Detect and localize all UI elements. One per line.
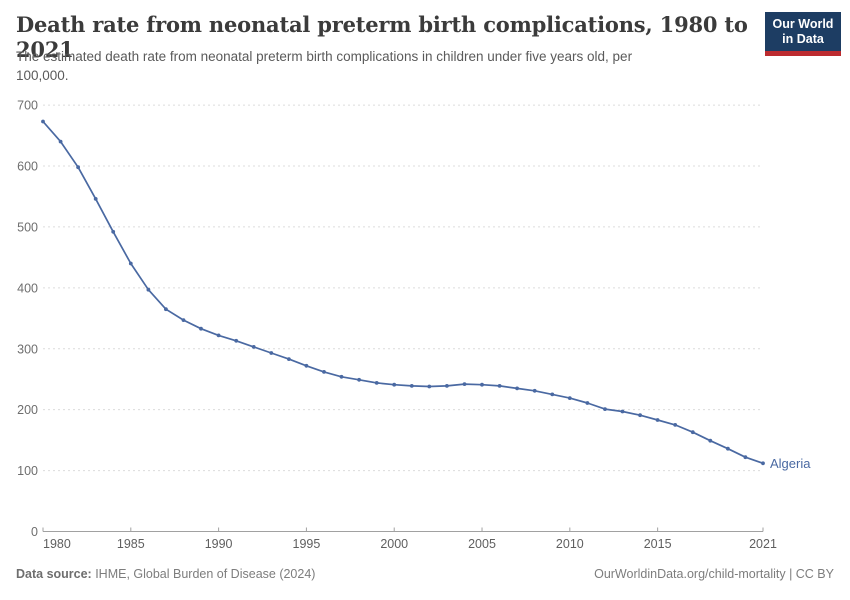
y-tick-label-300: 300 bbox=[17, 342, 38, 356]
x-tick-label-2010: 2010 bbox=[556, 537, 584, 551]
data-point[interactable] bbox=[743, 455, 748, 460]
series-end-label: Algeria bbox=[770, 456, 811, 471]
x-tick-label-1995: 1995 bbox=[293, 537, 321, 551]
chart-subtitle: The estimated death rate from neonatal p… bbox=[16, 48, 756, 85]
page-title: Death rate from neonatal preterm birth c… bbox=[16, 12, 748, 62]
data-point[interactable] bbox=[638, 413, 642, 418]
y-tick-label-600: 600 bbox=[17, 160, 38, 174]
y-tick-label-0: 0 bbox=[31, 525, 38, 539]
data-point[interactable] bbox=[199, 326, 203, 331]
x-tick-label-2021: 2021 bbox=[749, 537, 777, 551]
data-point[interactable] bbox=[269, 351, 274, 355]
data-point[interactable] bbox=[76, 165, 80, 170]
data-point[interactable] bbox=[673, 423, 678, 427]
x-tick-label-2000: 2000 bbox=[380, 537, 408, 551]
x-tick-label-1980: 1980 bbox=[43, 537, 71, 551]
data-point[interactable] bbox=[427, 384, 432, 389]
data-point[interactable] bbox=[708, 438, 713, 443]
data-source-text: IHME, Global Burden of Disease (2024) bbox=[91, 567, 316, 581]
data-point[interactable] bbox=[462, 382, 467, 386]
credit-link: OurWorldinData.org/child-mortality | CC … bbox=[594, 567, 834, 581]
data-point[interactable] bbox=[567, 396, 572, 400]
data-point[interactable] bbox=[128, 261, 133, 266]
data-point[interactable] bbox=[111, 229, 116, 234]
data-point[interactable] bbox=[532, 388, 537, 393]
data-point[interactable] bbox=[146, 287, 151, 292]
data-point[interactable] bbox=[93, 197, 98, 201]
data-point[interactable] bbox=[41, 119, 45, 124]
data-source-note: Data source: IHME, Global Burden of Dise… bbox=[16, 567, 315, 581]
data-point[interactable] bbox=[550, 392, 555, 397]
data-point[interactable] bbox=[181, 318, 186, 322]
data-point[interactable] bbox=[585, 401, 590, 405]
logo-line-1: Our World bbox=[772, 17, 834, 31]
data-point[interactable] bbox=[515, 386, 519, 391]
y-tick-label-200: 200 bbox=[17, 403, 38, 417]
data-point[interactable] bbox=[480, 382, 484, 387]
data-point[interactable] bbox=[726, 446, 730, 451]
owid-logo-text: Our World in Data bbox=[765, 12, 841, 51]
logo-line-2: in Data bbox=[782, 32, 824, 46]
data-point[interactable] bbox=[251, 345, 256, 349]
y-tick-label-400: 400 bbox=[17, 281, 38, 295]
y-tick-label-500: 500 bbox=[17, 220, 38, 234]
y-tick-label-700: 700 bbox=[17, 99, 38, 113]
series-algeria[interactable]: Algeria bbox=[41, 119, 811, 471]
x-tick-label-2005: 2005 bbox=[468, 537, 496, 551]
data-point[interactable] bbox=[58, 139, 63, 144]
y-axis-labels: 0 100 200 300 400 500 600 700 bbox=[17, 99, 38, 539]
x-tick-label-1990: 1990 bbox=[205, 537, 233, 551]
data-point[interactable] bbox=[409, 384, 414, 388]
data-point[interactable] bbox=[690, 430, 695, 435]
subtitle-line-1: The estimated death rate from neonatal p… bbox=[16, 49, 633, 64]
data-point[interactable] bbox=[339, 374, 344, 379]
data-point[interactable] bbox=[164, 307, 168, 312]
data-source-label: Data source: bbox=[16, 567, 92, 581]
series-line-algeria[interactable] bbox=[42, 120, 764, 465]
data-point[interactable] bbox=[304, 363, 309, 368]
subtitle-line-2: 100,000. bbox=[16, 67, 69, 83]
owid-logo[interactable]: Our World in Data bbox=[765, 12, 841, 56]
data-point[interactable] bbox=[216, 333, 221, 338]
data-point[interactable] bbox=[603, 407, 607, 411]
data-point[interactable] bbox=[322, 370, 326, 374]
data-point[interactable] bbox=[392, 382, 397, 387]
data-point[interactable] bbox=[497, 384, 502, 388]
data-point[interactable] bbox=[287, 357, 291, 361]
chart-footer: Data source: IHME, Global Burden of Dise… bbox=[16, 567, 834, 581]
data-point[interactable] bbox=[374, 381, 379, 385]
y-gridlines bbox=[43, 104, 763, 472]
data-point[interactable] bbox=[357, 377, 361, 382]
x-axis: 1980 1985 1990 1995 2000 2005 2010 2015 2021 bbox=[42, 527, 777, 551]
x-tick-label-2015: 2015 bbox=[644, 537, 672, 551]
data-point[interactable] bbox=[445, 384, 449, 388]
data-point[interactable] bbox=[655, 418, 660, 422]
data-point[interactable] bbox=[234, 338, 239, 343]
data-point[interactable] bbox=[761, 461, 765, 466]
x-tick-label-1985: 1985 bbox=[117, 537, 145, 551]
y-tick-label-100: 100 bbox=[17, 464, 38, 478]
data-point[interactable] bbox=[620, 409, 625, 414]
logo-red-bar bbox=[765, 51, 841, 56]
